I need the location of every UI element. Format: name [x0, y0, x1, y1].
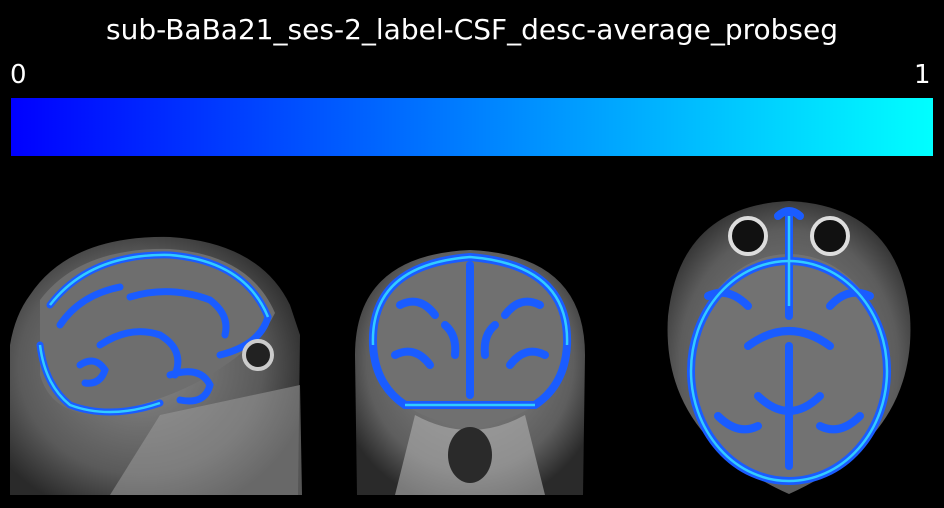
colorbar-min-label: 0 [10, 60, 27, 90]
axial-view [648, 196, 930, 496]
coronal-view [345, 245, 595, 495]
colorbar [11, 98, 933, 156]
sagittal-view [10, 225, 302, 495]
figure-title: sub-BaBa21_ses-2_label-CSF_desc-average_… [105, 13, 839, 46]
colorbar-max-label: 1 [914, 60, 931, 90]
